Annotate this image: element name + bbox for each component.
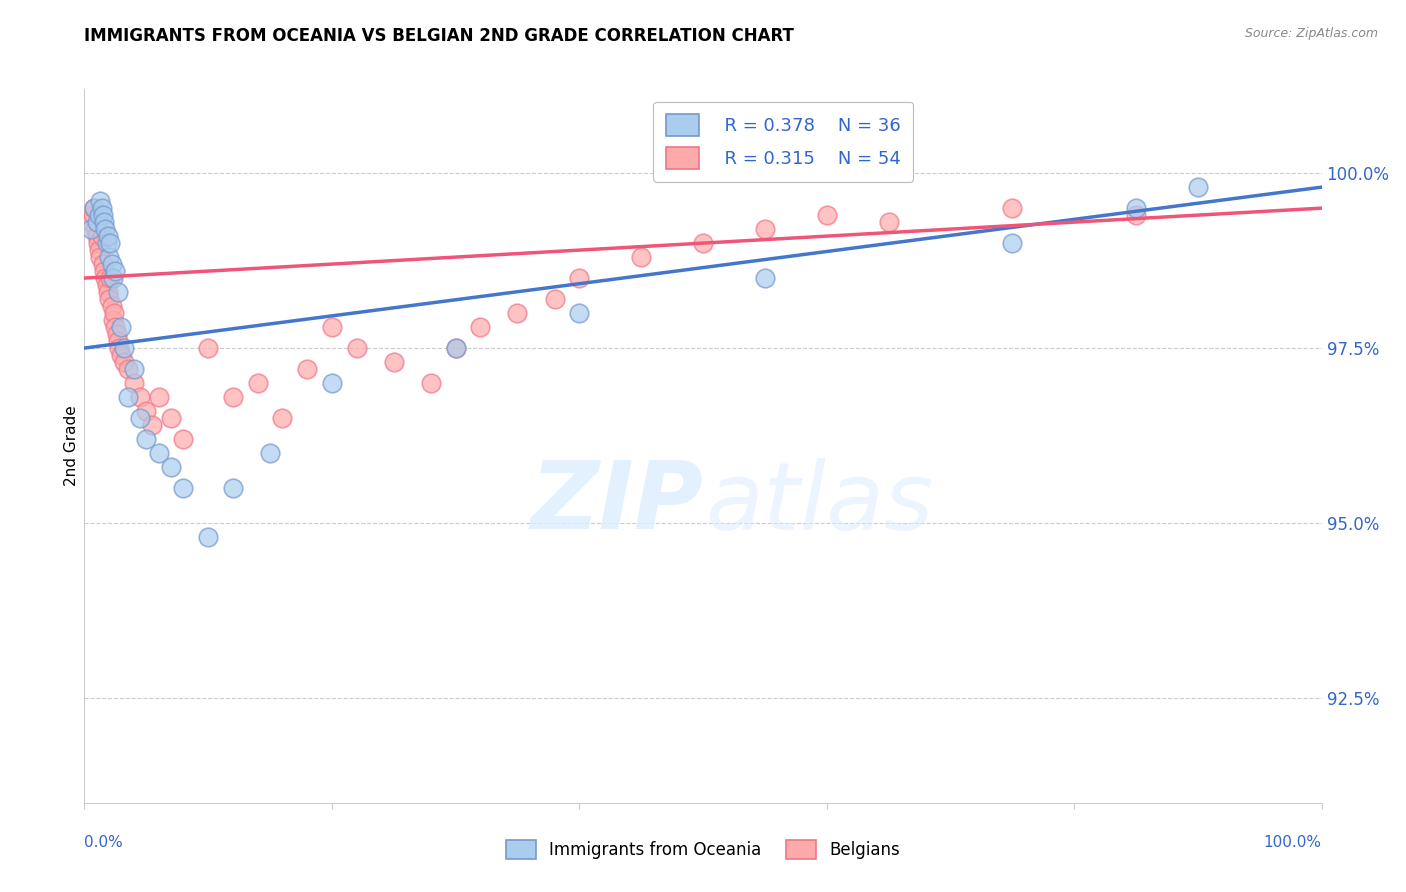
Point <box>259 446 281 460</box>
Point <box>135 432 157 446</box>
Point <box>96 236 118 251</box>
Point <box>104 264 127 278</box>
Point <box>86 215 108 229</box>
Point <box>135 404 157 418</box>
Point <box>97 229 120 244</box>
Point <box>470 320 492 334</box>
Point <box>117 390 139 404</box>
Point <box>79 215 101 229</box>
Point <box>110 348 132 362</box>
Point <box>89 250 111 264</box>
Text: Source: ZipAtlas.com: Source: ZipAtlas.com <box>1244 27 1378 40</box>
Point <box>89 208 111 222</box>
Point <box>83 201 105 215</box>
Point <box>100 299 122 313</box>
Point <box>815 208 838 222</box>
Point <box>1001 236 1024 251</box>
Point <box>108 341 131 355</box>
Point <box>117 362 139 376</box>
Legend: Immigrants from Oceania, Belgians: Immigrants from Oceania, Belgians <box>499 834 907 866</box>
Point <box>86 229 108 244</box>
Point <box>754 271 776 285</box>
Point <box>321 376 343 390</box>
Point <box>382 355 405 369</box>
Point <box>104 320 127 334</box>
Point <box>246 376 269 390</box>
Point <box>568 306 591 320</box>
Point <box>98 271 121 285</box>
Point <box>129 411 152 425</box>
Point <box>112 355 135 369</box>
Point <box>105 327 128 342</box>
Text: ZIP: ZIP <box>530 457 703 549</box>
Point <box>630 250 652 264</box>
Point <box>692 236 714 251</box>
Text: IMMIGRANTS FROM OCEANIA VS BELGIAN 2ND GRADE CORRELATION CHART: IMMIGRANTS FROM OCEANIA VS BELGIAN 2ND G… <box>84 27 794 45</box>
Point <box>89 194 111 208</box>
Point <box>98 292 121 306</box>
Point <box>754 222 776 236</box>
Text: atlas: atlas <box>706 458 934 549</box>
Point <box>90 229 112 244</box>
Point <box>87 236 110 251</box>
Point <box>93 264 115 278</box>
Point <box>122 376 145 390</box>
Point <box>79 222 101 236</box>
Point <box>877 215 900 229</box>
Point <box>110 320 132 334</box>
Point <box>1187 180 1209 194</box>
Point <box>197 341 219 355</box>
Point <box>91 257 114 271</box>
Text: 0.0%: 0.0% <box>84 836 124 850</box>
Point <box>568 271 591 285</box>
Point <box>321 320 343 334</box>
Point <box>94 271 117 285</box>
Point <box>148 390 170 404</box>
Point <box>1125 201 1147 215</box>
Point <box>1001 201 1024 215</box>
Point <box>444 341 467 355</box>
Point <box>98 236 121 251</box>
Point <box>295 362 318 376</box>
Point <box>419 376 441 390</box>
Point <box>172 432 194 446</box>
Point <box>141 417 163 432</box>
Point <box>160 411 183 425</box>
Point <box>444 341 467 355</box>
Point <box>93 215 115 229</box>
Y-axis label: 2nd Grade: 2nd Grade <box>63 406 79 486</box>
Point <box>543 292 565 306</box>
Point <box>222 481 245 495</box>
Point <box>160 460 183 475</box>
Point <box>98 250 121 264</box>
Point <box>107 334 129 348</box>
Point <box>82 208 104 222</box>
Point <box>91 208 114 222</box>
Point <box>506 306 529 320</box>
Point <box>100 257 122 271</box>
Point <box>107 285 129 299</box>
Point <box>148 446 170 460</box>
Point <box>172 481 194 495</box>
Point <box>97 285 120 299</box>
Point <box>129 390 152 404</box>
Point <box>94 222 117 236</box>
Point <box>83 201 105 215</box>
Point <box>197 530 219 544</box>
Point <box>1125 208 1147 222</box>
Point <box>101 271 124 285</box>
Point <box>96 278 118 293</box>
Point <box>84 222 107 236</box>
Text: 100.0%: 100.0% <box>1264 836 1322 850</box>
Point <box>346 341 368 355</box>
Point <box>101 313 124 327</box>
Point <box>90 201 112 215</box>
Point <box>89 243 111 257</box>
Point <box>112 341 135 355</box>
Point <box>222 390 245 404</box>
Point <box>103 306 125 320</box>
Point <box>271 411 294 425</box>
Point <box>122 362 145 376</box>
